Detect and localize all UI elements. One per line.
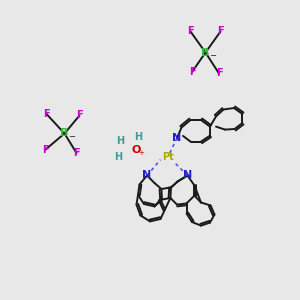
- Text: H: H: [114, 152, 123, 163]
- Text: F: F: [43, 109, 50, 119]
- Text: −: −: [209, 51, 217, 60]
- Text: F: F: [73, 148, 80, 158]
- Text: N: N: [183, 170, 192, 181]
- Text: B: B: [60, 128, 69, 139]
- Text: H: H: [134, 131, 142, 142]
- Text: F: F: [217, 26, 224, 37]
- Text: +: +: [139, 150, 145, 156]
- Text: F: F: [42, 145, 48, 155]
- Text: O: O: [132, 145, 141, 155]
- Text: F: F: [76, 110, 83, 121]
- Text: B: B: [201, 47, 210, 58]
- Text: N: N: [142, 170, 152, 181]
- Text: Pt: Pt: [162, 152, 174, 163]
- Text: F: F: [189, 67, 195, 77]
- Text: F: F: [187, 26, 194, 37]
- Text: N: N: [172, 133, 182, 143]
- Text: −: −: [68, 132, 76, 141]
- Text: H: H: [116, 136, 124, 146]
- Text: F: F: [216, 68, 222, 79]
